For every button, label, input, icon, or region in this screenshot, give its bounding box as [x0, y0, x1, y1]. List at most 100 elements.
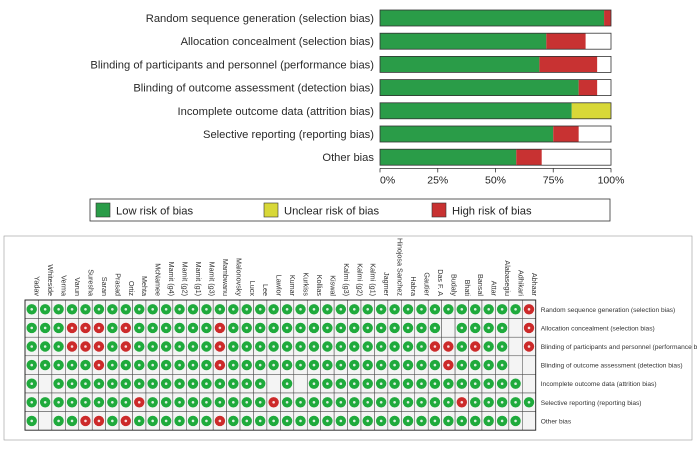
- dot-center-5-10: [164, 401, 168, 404]
- dot-center-1-1: [43, 326, 47, 330]
- dot-center-3-28: [406, 363, 410, 367]
- dot-center-0-33: [473, 308, 477, 311]
- dot-center-2-8: [137, 345, 141, 348]
- dot-center-3-29: [420, 363, 423, 367]
- bar-frame-6: [379, 148, 612, 166]
- dot-center-3-25: [366, 363, 370, 367]
- dot-center-3-32: [460, 363, 464, 367]
- dot-center-6-8: [137, 419, 141, 423]
- study-label-lee: Lee: [261, 284, 270, 296]
- dot-center-6-27: [393, 419, 396, 423]
- dot-center-0-7: [124, 308, 128, 311]
- grid-border: [24, 299, 537, 431]
- dot-center-5-27: [393, 401, 396, 404]
- bar-low-risk-of-bias-2: [380, 56, 540, 73]
- dot-center-4-23: [339, 382, 343, 386]
- dot-center-3-15: [232, 363, 235, 367]
- legend-box: [89, 198, 611, 222]
- dot-center-6-24: [352, 419, 356, 423]
- dot-center-5-16: [245, 401, 249, 404]
- dot-center-4-9: [151, 382, 154, 386]
- dot-center-4-35: [500, 382, 504, 386]
- study-label-ortiz: Ortiz: [127, 281, 136, 297]
- dot-center-2-37: [527, 345, 531, 348]
- dot-center-0-27: [393, 308, 396, 311]
- dot-center-2-17: [258, 345, 262, 348]
- dot-center-5-28: [406, 401, 410, 404]
- dot-center-4-25: [366, 382, 370, 386]
- dot-center-6-5: [97, 419, 101, 423]
- dot-center-3-26: [379, 363, 383, 367]
- dot-center-5-11: [178, 401, 181, 404]
- dot-center-6-6: [111, 419, 114, 423]
- study-label-whiteside: Whiteside: [46, 264, 55, 296]
- dot-center-1-9: [151, 326, 154, 330]
- dot-center-5-15: [232, 401, 235, 404]
- dot-center-2-22: [326, 345, 329, 348]
- dot-center-3-13: [205, 363, 208, 367]
- dot-center-5-4: [84, 401, 87, 404]
- study-label-mcnamee: McNamee: [154, 263, 163, 296]
- study-label-habra: Habra: [409, 276, 418, 296]
- dot-center-5-5: [97, 401, 101, 404]
- dot-center-6-19: [285, 419, 289, 423]
- dot-center-0-30: [433, 308, 437, 311]
- dot-center-5-25: [366, 401, 370, 404]
- bar-high-risk-of-bias-2: [539, 56, 598, 73]
- dot-center-1-0: [30, 326, 34, 330]
- dot-center-5-0: [30, 401, 34, 404]
- grid-cell-6-1: [38, 411, 53, 431]
- dot-center-0-37: [527, 308, 531, 311]
- dot-center-2-11: [178, 345, 181, 348]
- dot-center-5-37: [527, 401, 531, 404]
- dot-center-2-15: [232, 345, 235, 348]
- dot-center-3-7: [124, 363, 128, 367]
- dot-center-6-28: [406, 419, 410, 423]
- domain-label-random-sequence-generation-selection-bias: Random sequence generation (selection bi…: [146, 13, 375, 25]
- dot-center-0-8: [137, 308, 141, 311]
- dot-center-1-2: [57, 326, 60, 330]
- study-label-mambwanu: Mambwanu: [221, 259, 230, 296]
- grid-cell-1-36: [508, 318, 523, 338]
- legend-swatch-unclear-risk-of-bias: [263, 202, 279, 218]
- study-label-suresha: Suresha: [86, 269, 95, 296]
- dot-center-6-34: [487, 419, 490, 423]
- bar-high-risk-of-bias-0: [604, 10, 611, 26]
- study-label-mamit-g4: Mamit (g4): [167, 262, 176, 296]
- dot-center-1-27: [393, 326, 396, 330]
- dot-center-3-3: [70, 363, 74, 367]
- dot-center-6-31: [447, 419, 450, 423]
- bar-unclear-risk-of-bias-4: [571, 102, 611, 119]
- study-label-varun: Varun: [73, 277, 82, 296]
- dot-center-5-30: [433, 401, 437, 404]
- dot-center-6-33: [473, 419, 477, 423]
- dot-center-1-3: [70, 326, 74, 330]
- dot-center-1-30: [433, 326, 437, 330]
- dot-center-6-2: [57, 419, 60, 423]
- dot-center-0-36: [514, 308, 517, 311]
- dot-center-2-21: [312, 345, 316, 348]
- study-label-budaly: Budaly: [449, 274, 458, 296]
- summary-domain-label-incomplete-outcome-data-attrition-bias: Incomplete outcome data (attrition bias): [541, 381, 657, 388]
- study-label-mamit-g3: Mamit (g3): [207, 262, 216, 296]
- dot-center-4-3: [70, 382, 74, 386]
- study-label-lucx: Lucx: [248, 281, 257, 297]
- dot-center-1-11: [178, 326, 181, 330]
- dot-center-3-21: [312, 363, 316, 367]
- study-label-hinojosa-sanchez: Hinojosa Sanchez: [396, 238, 405, 296]
- bar-high-risk-of-bias-5: [553, 126, 579, 142]
- dot-center-6-29: [420, 419, 423, 423]
- study-label-kalmi-g2: Kalmi (g2): [355, 263, 364, 296]
- dot-center-2-20: [299, 345, 302, 348]
- dot-center-2-26: [379, 345, 383, 348]
- dot-center-4-5: [97, 382, 101, 386]
- dot-center-2-34: [487, 345, 490, 348]
- dot-center-5-8: [137, 401, 141, 404]
- domain-label-other-bias: Other bias: [322, 152, 374, 164]
- dot-center-6-11: [178, 419, 181, 423]
- dot-center-5-17: [258, 401, 262, 404]
- dot-center-4-14: [218, 382, 222, 386]
- study-label-kiswal: Kiswal: [328, 275, 337, 296]
- bar-high-risk-of-bias-1: [546, 33, 586, 50]
- dot-center-2-7: [124, 345, 128, 348]
